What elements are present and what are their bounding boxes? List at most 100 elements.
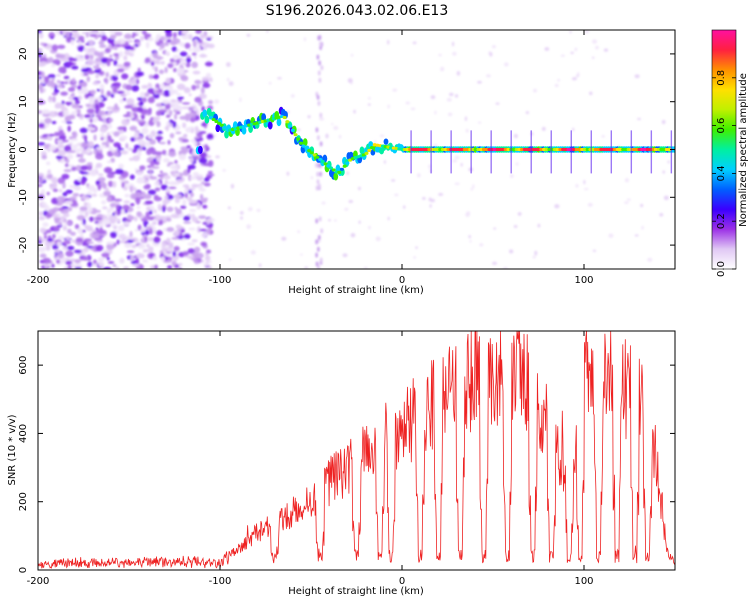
noise-speck: [159, 141, 166, 145]
noise-speck: [57, 207, 65, 211]
noise-speck: [106, 208, 112, 214]
noise-speck: [84, 211, 89, 218]
noise-speck: [468, 234, 471, 239]
noise-speck: [196, 226, 201, 233]
noise-speck: [89, 247, 96, 251]
noise-speck: [394, 193, 399, 197]
noise-speck: [315, 261, 319, 267]
noise-speck: [173, 113, 178, 121]
noise-speck: [367, 103, 371, 106]
noise-speck: [187, 255, 194, 259]
noise-speck: [509, 174, 514, 178]
noise-speck: [188, 48, 193, 52]
noise-speck: [188, 111, 197, 119]
noise-speck: [41, 155, 47, 160]
noise-speck: [39, 61, 48, 66]
noise-speck: [65, 158, 70, 164]
noise-speck: [41, 176, 46, 181]
noise-speck: [165, 77, 172, 84]
noise-speck: [179, 59, 185, 63]
noise-speck: [491, 261, 498, 265]
noise-speck: [153, 93, 160, 99]
colorbar-label: Normalized spectral amplitude: [738, 73, 749, 227]
noise-speck: [63, 212, 70, 218]
noise-speck: [316, 135, 320, 141]
noise-speck: [479, 243, 484, 247]
noise-speck: [319, 117, 325, 121]
noise-speck: [109, 54, 113, 58]
noise-speck: [115, 218, 121, 223]
noise-speck: [154, 187, 161, 192]
noise-speck: [114, 31, 123, 37]
noise-speck: [155, 151, 163, 156]
noise-speck: [63, 223, 67, 226]
noise-speck: [38, 51, 43, 58]
noise-speck: [99, 71, 104, 75]
noise-speck: [131, 85, 140, 92]
noise-speck: [92, 263, 97, 267]
noise-speck: [149, 139, 156, 145]
noise-speck: [112, 212, 116, 216]
noise-speck: [173, 246, 180, 252]
noise-speck: [110, 93, 115, 98]
noise-speck: [106, 160, 112, 164]
noise-speck: [194, 155, 200, 161]
noise-speck: [179, 115, 188, 120]
noise-speck: [75, 164, 83, 172]
noise-speck: [147, 216, 155, 221]
noise-speck: [572, 127, 575, 132]
noise-speck: [188, 93, 192, 97]
noise-speck: [296, 128, 301, 131]
noise-speck: [634, 234, 639, 237]
noise-speck: [316, 171, 320, 177]
noise-speck: [69, 141, 74, 145]
snr-x-tick-label: -200: [27, 576, 50, 587]
noise-speck: [350, 53, 354, 57]
noise-speck: [95, 114, 101, 118]
noise-speck: [113, 59, 118, 66]
noise-speck: [47, 238, 53, 242]
noise-speck: [58, 188, 63, 193]
noise-speck: [465, 128, 469, 133]
noise-speck: [175, 131, 182, 135]
noise-speck: [106, 257, 110, 261]
noise-speck: [454, 155, 460, 160]
noise-speck: [38, 239, 42, 244]
noise-speck: [88, 216, 94, 222]
noise-speck: [541, 126, 546, 131]
snr-y-ticks: 0 200 400 600: [18, 356, 675, 573]
noise-speck: [40, 151, 47, 157]
noise-speck: [532, 255, 537, 259]
noise-speck: [344, 207, 349, 211]
spectrogram-y-tick-label: -20: [18, 237, 29, 253]
ridge-cell-outer: [215, 124, 221, 133]
noise-speck: [144, 200, 154, 205]
noise-speck: [576, 72, 580, 77]
noise-speck: [83, 72, 89, 76]
noise-speck: [52, 95, 56, 103]
noise-speck: [175, 208, 182, 215]
noise-speck: [208, 264, 212, 269]
noise-speck: [452, 51, 457, 56]
noise-speck: [173, 67, 177, 73]
noise-speck: [166, 187, 170, 193]
noise-speck: [144, 57, 151, 64]
noise-speck: [317, 100, 321, 106]
noise-speck: [106, 90, 111, 97]
noise-speck: [110, 109, 120, 113]
noise-speck: [44, 264, 49, 268]
noise-speck: [191, 213, 195, 220]
noise-speck: [68, 57, 74, 61]
noise-speck: [44, 204, 50, 211]
noise-speck: [170, 213, 179, 219]
noise-speck: [317, 35, 321, 41]
noise-speck: [477, 121, 482, 124]
noise-speck: [57, 252, 64, 259]
noise-speck: [571, 77, 577, 81]
noise-speck: [186, 187, 196, 191]
noise-speck: [187, 242, 195, 246]
noise-speck: [78, 210, 85, 215]
noise-speck: [191, 183, 199, 188]
noise-speck: [38, 246, 46, 253]
noise-speck: [67, 87, 76, 92]
